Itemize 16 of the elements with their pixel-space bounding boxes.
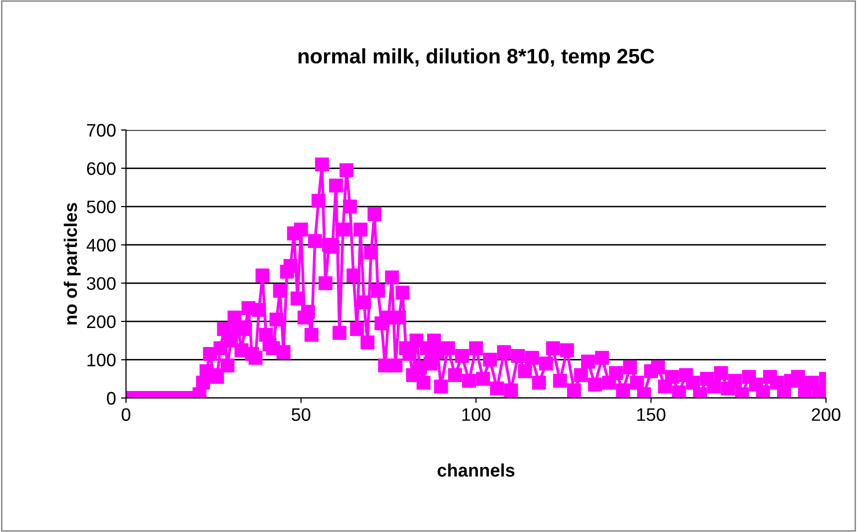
x-axis-title: channels bbox=[438, 463, 514, 477]
y-tick-label: 400 bbox=[86, 238, 116, 252]
x-tick-label: 0 bbox=[122, 408, 130, 421]
x-tick-label: 200 bbox=[812, 408, 840, 421]
y-axis-title: no of particles bbox=[64, 203, 81, 325]
y-tick-label: 300 bbox=[86, 277, 116, 290]
x-tick-label: 100 bbox=[462, 408, 490, 421]
y-tick-label: 500 bbox=[86, 200, 116, 214]
x-tick-label: 150 bbox=[637, 408, 666, 421]
y-tick-label: 600 bbox=[87, 162, 116, 176]
y-tick-label: 100 bbox=[88, 354, 116, 366]
y-tick-label: 200 bbox=[87, 315, 116, 328]
y-tick-label: 0 bbox=[106, 392, 116, 405]
x-tick-label: 50 bbox=[292, 408, 310, 421]
y-tick-label: 700 bbox=[87, 124, 116, 137]
chart-title: normal milk, dilution 8*10, temp 25C bbox=[298, 48, 654, 68]
